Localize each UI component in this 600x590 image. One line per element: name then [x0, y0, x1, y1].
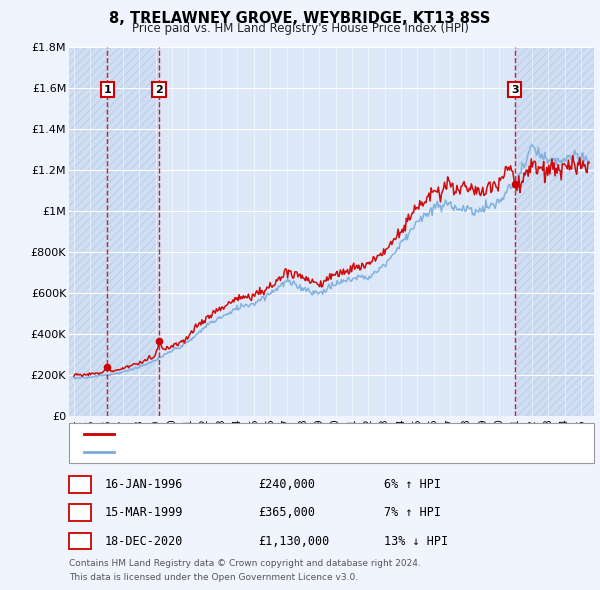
Text: £365,000: £365,000	[258, 506, 315, 519]
Text: 3: 3	[76, 536, 83, 546]
Text: 16-JAN-1996: 16-JAN-1996	[105, 478, 184, 491]
Text: Price paid vs. HM Land Registry's House Price Index (HPI): Price paid vs. HM Land Registry's House …	[131, 22, 469, 35]
Text: 2: 2	[155, 84, 163, 94]
Bar	[107, 47, 159, 416]
Text: 1: 1	[103, 84, 111, 94]
Text: 6% ↑ HPI: 6% ↑ HPI	[384, 478, 441, 491]
Bar	[515, 47, 594, 416]
Bar	[69, 47, 107, 416]
Text: 18-DEC-2020: 18-DEC-2020	[105, 535, 184, 548]
Bar	[515, 47, 594, 416]
Text: 3: 3	[511, 84, 518, 94]
Text: 15-MAR-1999: 15-MAR-1999	[105, 506, 184, 519]
Bar	[69, 47, 107, 416]
Text: £1,130,000: £1,130,000	[258, 535, 329, 548]
Text: 8, TRELAWNEY GROVE, WEYBRIDGE, KT13 8SS: 8, TRELAWNEY GROVE, WEYBRIDGE, KT13 8SS	[109, 11, 491, 25]
Text: Contains HM Land Registry data © Crown copyright and database right 2024.: Contains HM Land Registry data © Crown c…	[69, 559, 421, 568]
Text: This data is licensed under the Open Government Licence v3.0.: This data is licensed under the Open Gov…	[69, 573, 358, 582]
Text: HPI: Average price, detached house, Elmbridge: HPI: Average price, detached house, Elmb…	[120, 447, 366, 457]
Text: 1: 1	[76, 480, 83, 489]
Bar	[107, 47, 159, 416]
Text: 7% ↑ HPI: 7% ↑ HPI	[384, 506, 441, 519]
Text: 13% ↓ HPI: 13% ↓ HPI	[384, 535, 448, 548]
Text: £240,000: £240,000	[258, 478, 315, 491]
Text: 8, TRELAWNEY GROVE, WEYBRIDGE, KT13 8SS (detached house): 8, TRELAWNEY GROVE, WEYBRIDGE, KT13 8SS …	[120, 430, 456, 440]
Text: 2: 2	[76, 508, 83, 517]
